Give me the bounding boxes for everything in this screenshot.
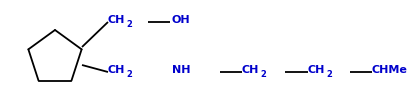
Text: CHMe: CHMe bbox=[372, 65, 407, 75]
Text: 2: 2 bbox=[260, 70, 266, 79]
Text: 2: 2 bbox=[326, 70, 332, 79]
Text: NH: NH bbox=[172, 65, 190, 75]
Text: 2: 2 bbox=[126, 70, 132, 79]
Text: CH: CH bbox=[108, 15, 125, 25]
Text: CH: CH bbox=[242, 65, 259, 75]
Text: OH: OH bbox=[172, 15, 190, 25]
Text: 2: 2 bbox=[126, 20, 132, 29]
Text: CH: CH bbox=[308, 65, 325, 75]
Text: CH: CH bbox=[108, 65, 125, 75]
